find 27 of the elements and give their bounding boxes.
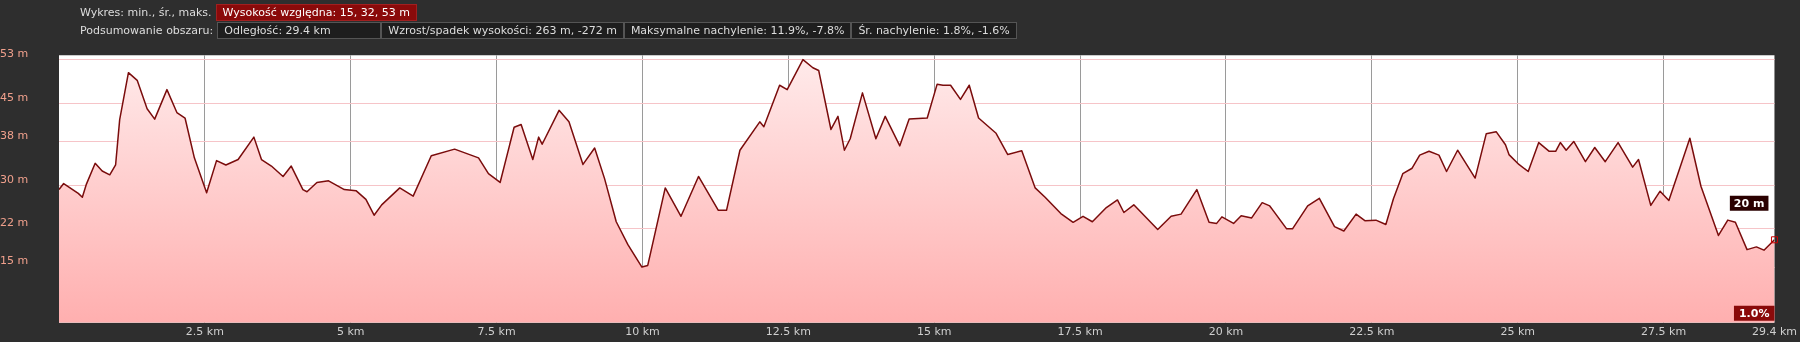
x-tick-label: 20 km	[1208, 325, 1244, 339]
x-tick-label: 7.5 km	[477, 325, 516, 339]
x-tick-label: 15 km	[916, 325, 952, 339]
x-tick-label: 2.5 km	[185, 325, 224, 339]
y-tick-label: 15 m	[0, 254, 29, 268]
text: Maksymalne nachylenie: 11.9%, -7.8%	[623, 21, 852, 39]
text: Wysokość względna: 15, 32, 53 m	[215, 3, 417, 21]
chart-subtitle: Podsumowanie obszaru:	[79, 23, 215, 37]
text: Odległość: 29.4 km	[217, 21, 382, 39]
annotation: 20 m	[1733, 196, 1765, 210]
annotation: 1.0%	[1738, 306, 1770, 320]
y-tick-label: 53 m	[0, 46, 29, 60]
x-tick-label: 12.5 km	[765, 325, 811, 339]
text: Wzrost/spadek wysokości: 263 m, -272 m	[381, 21, 624, 39]
y-tick-label: 38 m	[0, 128, 29, 142]
x-tick-label: 27.5 km	[1641, 325, 1687, 339]
text: Śr. nachylenie: 1.8%, -1.6%	[851, 21, 1017, 39]
y-tick-label: 22 m	[0, 216, 29, 230]
x-tick-label: 25 km	[1500, 325, 1536, 339]
chart-title: Wykres: min., śr., maks.	[79, 5, 213, 19]
x-tick-label: 29.4 km	[1751, 325, 1797, 339]
y-tick-label: 30 m	[0, 172, 29, 186]
x-tick-label: 5 km	[336, 325, 365, 339]
x-tick-label: 17.5 km	[1057, 325, 1103, 339]
y-tick-label: 45 m	[0, 90, 29, 104]
x-tick-label: 10 km	[625, 325, 660, 339]
x-tick-label: 22.5 km	[1349, 325, 1395, 339]
